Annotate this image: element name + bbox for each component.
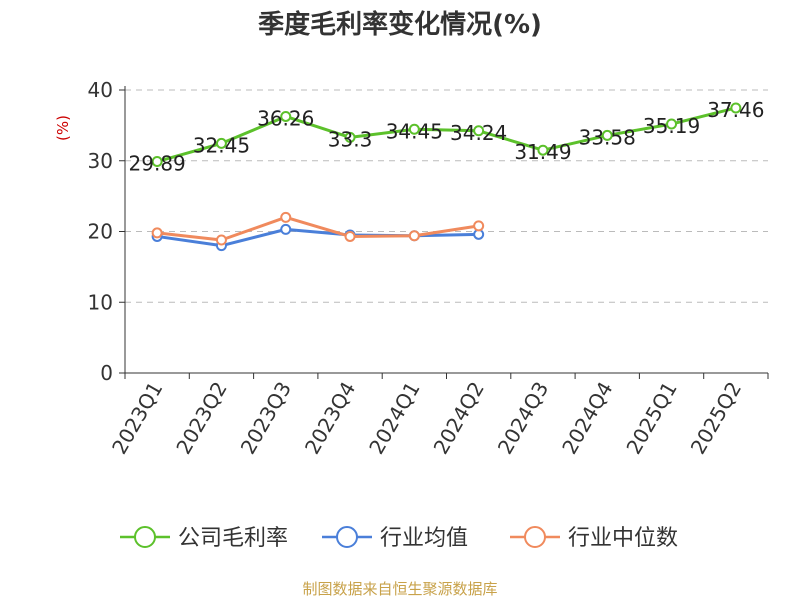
legend-item-2[interactable]: 行业中位数 bbox=[510, 526, 678, 551]
legend-item-0[interactable]: 公司毛利率 bbox=[120, 526, 288, 551]
data-label: 32.45 bbox=[193, 133, 250, 157]
data-point[interactable] bbox=[280, 110, 292, 122]
data-point[interactable] bbox=[408, 230, 420, 242]
data-point[interactable] bbox=[537, 144, 549, 156]
y-axis-unit-label: (%) bbox=[54, 115, 72, 141]
x-tick-label: 2023Q2 bbox=[171, 378, 231, 459]
source-note: 制图数据来自恒生聚源数据库 bbox=[302, 580, 498, 598]
y-tick-label: 40 bbox=[88, 78, 113, 102]
data-point[interactable] bbox=[473, 220, 485, 232]
data-point[interactable] bbox=[280, 211, 292, 223]
data-point[interactable] bbox=[730, 102, 742, 114]
x-tick-label: 2025Q1 bbox=[621, 378, 681, 459]
series-line-2 bbox=[156, 215, 479, 242]
x-tick-label: 2023Q4 bbox=[300, 378, 360, 459]
y-tick-label: 10 bbox=[88, 290, 113, 314]
x-tick-label: 2025Q2 bbox=[686, 378, 746, 459]
data-point[interactable] bbox=[473, 125, 485, 137]
data-label: 37.46 bbox=[707, 98, 764, 122]
x-tick-label: 2023Q3 bbox=[236, 378, 296, 459]
data-point[interactable] bbox=[215, 137, 227, 149]
data-label: 33.3 bbox=[328, 127, 373, 151]
legend-marker bbox=[524, 526, 546, 548]
x-tick-label: 2024Q3 bbox=[493, 378, 553, 459]
data-point[interactable] bbox=[344, 230, 356, 242]
data-point[interactable] bbox=[215, 234, 227, 246]
legend[interactable]: 公司毛利率 行业均值 行业中位数 bbox=[120, 526, 678, 551]
series-line-0 bbox=[156, 106, 737, 163]
legend-label: 行业中位数 bbox=[568, 526, 678, 551]
data-point[interactable] bbox=[280, 223, 292, 235]
data-label: 31.49 bbox=[514, 140, 571, 164]
data-label: 36.26 bbox=[257, 106, 314, 130]
data-point[interactable] bbox=[408, 123, 420, 135]
legend-label: 公司毛利率 bbox=[178, 526, 288, 551]
chart-title: 季度毛利率变化情况(%) bbox=[258, 10, 542, 40]
data-point[interactable] bbox=[666, 118, 678, 130]
data-label: 29.89 bbox=[129, 152, 186, 176]
data-label: 34.45 bbox=[386, 119, 443, 143]
data-point[interactable] bbox=[151, 227, 163, 239]
x-tick-label: 2023Q1 bbox=[107, 378, 167, 459]
legend-marker bbox=[336, 526, 358, 548]
data-label: 35.19 bbox=[643, 114, 700, 138]
x-tick-label: 2024Q4 bbox=[557, 378, 617, 459]
x-tick-label: 2024Q2 bbox=[429, 378, 489, 459]
data-point[interactable] bbox=[151, 156, 163, 168]
y-tick-label: 20 bbox=[88, 220, 113, 244]
y-tick-label: 30 bbox=[88, 149, 113, 173]
x-tick-label: 2024Q1 bbox=[364, 378, 424, 459]
data-point[interactable] bbox=[601, 129, 613, 141]
series-lines bbox=[151, 102, 742, 252]
data-label: 33.58 bbox=[579, 125, 636, 149]
legend-marker bbox=[134, 526, 156, 548]
legend-item-1[interactable]: 行业均值 bbox=[322, 526, 468, 551]
data-point[interactable] bbox=[344, 131, 356, 143]
data-labels: 29.89 32.45 36.26 33.3 34.45 34.24 31.49 33.58 3… bbox=[129, 98, 765, 176]
y-tick-label: 0 bbox=[100, 361, 113, 385]
data-label: 34.24 bbox=[450, 121, 507, 145]
legend-label: 行业均值 bbox=[380, 526, 468, 551]
